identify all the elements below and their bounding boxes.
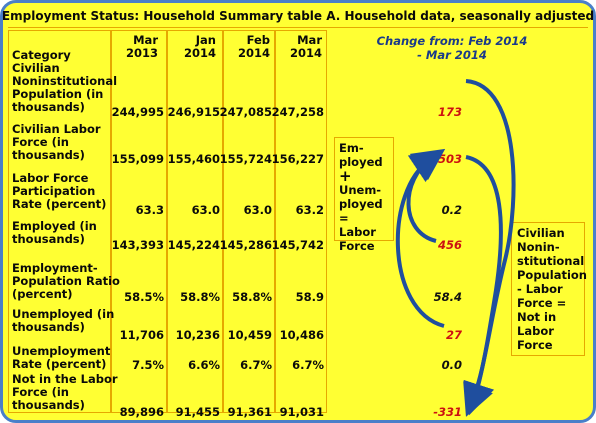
table-cell: 58.8% [180, 290, 220, 304]
column-box-jan-2014 [167, 30, 223, 413]
table-cell: 246,915 [167, 105, 220, 119]
row-label: Civilian Labor Force (in thousands) [12, 122, 101, 162]
labor-force-box-line: Em- [339, 141, 364, 155]
column-header-mar-2013: Mar 2013 [125, 33, 158, 60]
table-cell: 58.9 [295, 290, 324, 304]
table-cell: 63.2 [295, 203, 324, 217]
table-cell: 145,286 [219, 238, 272, 252]
table-cell: 6.6% [188, 358, 220, 372]
change-header: Change from: Feb 2014- Mar 2014 [376, 34, 528, 62]
table-cell: 6.7% [292, 358, 324, 372]
table-cell: 143,393 [111, 238, 164, 252]
table-cell: 247,258 [271, 105, 324, 119]
table-cell: 7.5% [132, 358, 164, 372]
not-in-labor-box-line: Population [517, 268, 587, 282]
table-cell: 11,706 [119, 328, 164, 342]
change-value: 0.0 [441, 358, 462, 372]
table-cell: 58.8% [232, 290, 272, 304]
not-in-labor-force-definition-box: Civilian Nonin-stitutional Population - Lab… [511, 222, 587, 356]
arrow-labor-force-to-not-in-labor [463, 155, 503, 416]
column-box-mar-2013 [111, 30, 167, 413]
labor-force-box-line: Force [339, 239, 375, 253]
not-in-labor-box-line: Force [517, 338, 553, 352]
table-cell: 10,459 [227, 328, 272, 342]
arrow-employed-to-labor-force [406, 148, 446, 243]
row-label: Unemployed (in thousands) [12, 307, 115, 334]
table-cell: 10,236 [175, 328, 220, 342]
labor-force-box-line: Unem- [339, 183, 382, 197]
not-in-labor-box-line: stitutional [517, 254, 585, 268]
table-cell: 58.5% [124, 290, 164, 304]
column-header-feb-2014: Feb 2014 [237, 33, 270, 60]
column-header-mar-2014: Mar 2014 [289, 33, 322, 60]
column-box-feb-2014 [223, 30, 275, 413]
row-label: Employment- Population Ratio (percent) [12, 261, 120, 301]
table-cell: 63.0 [243, 203, 272, 217]
labor-force-definition-box: Em-ployed + Unem-ployed = Labor Force [334, 137, 394, 253]
table-cell: 156,227 [271, 152, 324, 166]
table-cell: 247,085 [219, 105, 272, 119]
change-value: -331 [433, 405, 462, 419]
table-cell: 145,742 [271, 238, 324, 252]
not-in-labor-box-line: Nonin- [517, 240, 560, 254]
table-cell: 155,460 [167, 152, 220, 166]
change-value: 0.2 [441, 203, 462, 217]
labor-force-box-line: ployed [339, 197, 383, 211]
table-cell: 89,896 [119, 405, 164, 419]
table-cell: 155,099 [111, 152, 164, 166]
change-value: 58.4 [433, 290, 462, 304]
row-label: Not in the Labor Force (in thousands) [12, 372, 118, 412]
category-header: Category [12, 48, 71, 62]
table-cell: 63.3 [135, 203, 164, 217]
change-value: 27 [445, 328, 462, 342]
row-label: Civilian Noninstitutional Population (in th… [12, 61, 118, 114]
not-in-labor-box-line: - Labor [517, 282, 563, 296]
labor-force-box-line: = Labor [339, 211, 376, 239]
table-cell: 91,455 [175, 405, 220, 419]
not-in-labor-box-line: Not in [517, 310, 557, 324]
table-cell: 91,361 [227, 405, 272, 419]
not-in-labor-box-line: Force = [517, 296, 567, 310]
not-in-labor-box-line: Labor [517, 324, 554, 338]
change-value: 456 [437, 238, 462, 252]
table-cell: 145,224 [167, 238, 220, 252]
page-title: Employment Status: Household Summary tab… [1, 9, 595, 23]
table-cell: 91,031 [279, 405, 324, 419]
table-cell: 244,995 [111, 105, 164, 119]
arrow-unemployed-to-labor-force [395, 151, 445, 328]
table-cell: 155,724 [219, 152, 272, 166]
change-value: 173 [437, 105, 462, 119]
column-box-mar-2014 [275, 30, 327, 413]
row-label: Employed (in thousands) [12, 219, 97, 246]
table-cell: 10,486 [279, 328, 324, 342]
not-in-labor-box-line: Civilian [517, 226, 565, 240]
column-header-jan-2014: Jan 2014 [183, 33, 216, 60]
row-label: Unemployment Rate (percent) [12, 344, 111, 371]
table-cell: 63.0 [191, 203, 220, 217]
arrow-population-to-not-in-labor [463, 79, 516, 417]
title-divider [8, 27, 588, 28]
row-label: Labor Force Participation Rate (percent) [12, 171, 107, 211]
category-column-box [8, 30, 111, 413]
labor-force-box-line: ployed [339, 155, 383, 169]
table-cell: 6.7% [240, 358, 272, 372]
labor-force-box-line: + [339, 167, 352, 185]
